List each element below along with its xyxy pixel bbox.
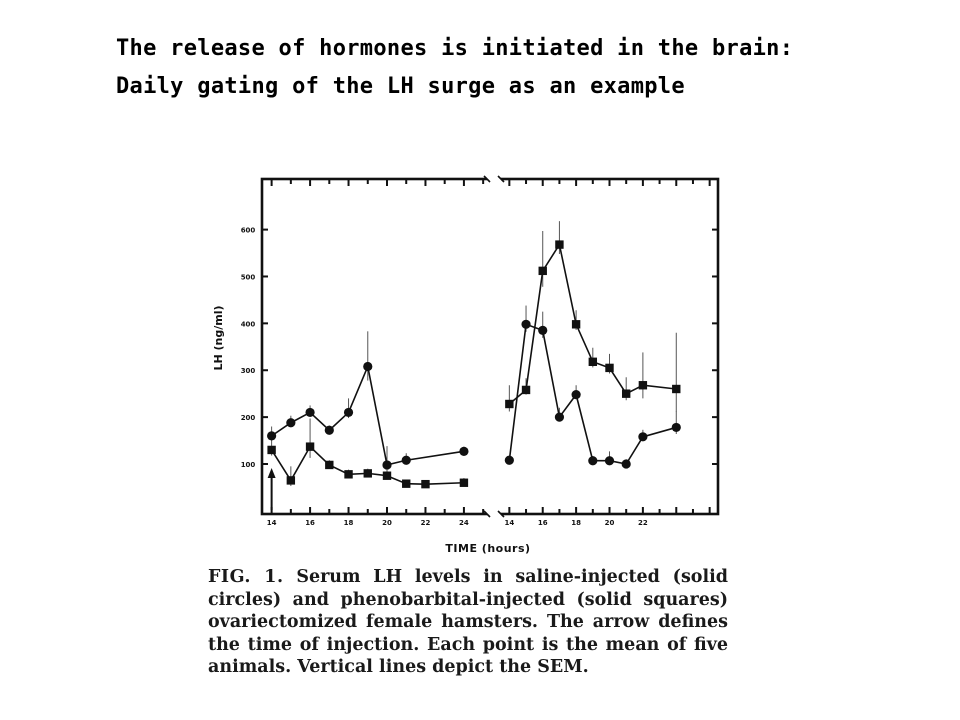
marker-circle-seg0-2 [305,407,315,418]
x-tick-label-p1-18: 18 [571,519,581,527]
line-square-seg0 [270,445,464,485]
marker-circle-seg0-3 [324,425,334,435]
y-axis-label: LH (ng/ml) [212,305,225,370]
axis-break-mark-bottom-right [497,510,505,518]
x-tick-label-p1-16: 16 [538,519,548,527]
x-axis-label: TIME (hours) [445,542,530,555]
x-tick-labels: 14 16 18 20 22 24 14 16 18 20 22 [267,519,648,527]
marker-circle-seg1-4 [571,390,581,400]
slide-title: The release of hormones is initiated in … [116,30,793,106]
marker-square-seg0-6 [382,471,392,480]
marker-square-seg1-4 [571,320,581,329]
marker-circle-seg1-1 [521,319,531,329]
line-circle-seg1 [508,323,677,465]
figure-caption-text: Serum LH levels in saline-injected (soli… [208,567,728,677]
x-tick-label-p1-20: 20 [605,519,615,527]
y-tick-label-100: 100 [241,461,256,469]
marker-square-seg1-1 [521,385,531,395]
axis-break-mark-top-right [497,175,505,183]
axis-break-gap [487,172,501,520]
marker-square-seg0-3 [325,460,334,470]
marker-circle-seg0-8 [459,446,469,456]
marker-square-seg0-2 [305,442,315,451]
marker-square-seg1-6 [605,363,614,373]
tick-marks [262,179,718,514]
marker-circle-seg0-1 [286,418,296,428]
marker-square-seg0-9 [459,478,469,487]
marker-square-seg1-3 [555,240,564,249]
y-tick-label-600: 600 [241,227,256,235]
marker-circle-seg1-5 [588,456,598,466]
marker-square-seg0-5 [363,469,372,478]
x-tick-label-p0-20: 20 [382,519,392,527]
marker-square-seg1-0 [505,399,514,409]
x-tick-label-p0-24: 24 [459,519,469,527]
marker-circle-seg1-6 [604,456,615,466]
line-circle-seg0 [271,363,465,466]
marker-circle-seg0-6 [382,460,392,470]
y-tick-labels: 100 200 300 400 500 600 [241,227,256,469]
marker-square-seg0-8 [421,479,430,489]
marker-circle-seg0-4 [343,407,354,418]
marker-square-seg1-8 [638,381,648,390]
marker-circle-seg1-2 [538,325,548,335]
marker-square-seg0-1 [286,476,296,485]
marker-circle-seg1-9 [671,422,681,433]
x-tick-label-p0-18: 18 [344,519,354,527]
annotations [267,175,505,518]
y-tick-label-200: 200 [241,414,256,422]
axis-break-mark-top-left [483,175,491,183]
marker-circle-seg0-7 [401,455,411,465]
figure-caption: FIG. 1. Serum LH levels in saline-inject… [208,566,728,679]
marker-square-seg0-0 [267,445,276,455]
marker-circle-seg0-5 [363,361,373,372]
series-markers [267,240,681,489]
marker-square-seg1-9 [672,384,681,394]
x-tick-label-p0-22: 22 [421,519,431,527]
marker-circle-seg1-3 [554,412,565,422]
marker-square-seg0-7 [402,479,411,488]
marker-square-seg1-2 [538,266,547,276]
slide-title-line-1: The release of hormones is initiated in … [116,36,794,61]
figure-caption-label: FIG. 1. [208,567,284,587]
line-square-seg1 [508,242,677,405]
axis-break-mark-bottom-left [483,510,491,518]
marker-circle-seg1-7 [621,459,631,469]
injection-arrow-head [267,468,276,478]
x-tick-label-p1-14: 14 [504,519,514,527]
series-lines [270,242,677,485]
y-tick-label-300: 300 [241,367,256,375]
x-tick-label-p0-16: 16 [305,519,315,527]
y-tick-label-500: 500 [241,273,256,281]
marker-square-seg1-5 [588,357,598,367]
slide-title-line-2: Daily gating of the LH surge as an examp… [116,74,685,99]
marker-square-seg1-7 [621,389,631,398]
marker-circle-seg1-0 [504,455,514,465]
x-tick-label-p1-22: 22 [638,519,648,527]
marker-circle-seg0-0 [267,431,277,441]
marker-circle-seg1-8 [638,432,648,442]
x-tick-label-p0-14: 14 [267,519,277,527]
sem-error-bars [271,221,677,487]
marker-square-seg0-4 [344,470,353,479]
y-tick-label-400: 400 [241,320,256,328]
